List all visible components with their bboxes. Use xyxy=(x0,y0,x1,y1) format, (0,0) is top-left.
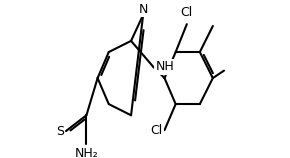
Text: NH₂: NH₂ xyxy=(75,147,98,158)
Text: S: S xyxy=(56,125,64,138)
Text: Cl: Cl xyxy=(181,6,193,19)
Text: Cl: Cl xyxy=(150,124,162,137)
Text: NH: NH xyxy=(156,60,174,73)
Text: N: N xyxy=(138,3,148,16)
